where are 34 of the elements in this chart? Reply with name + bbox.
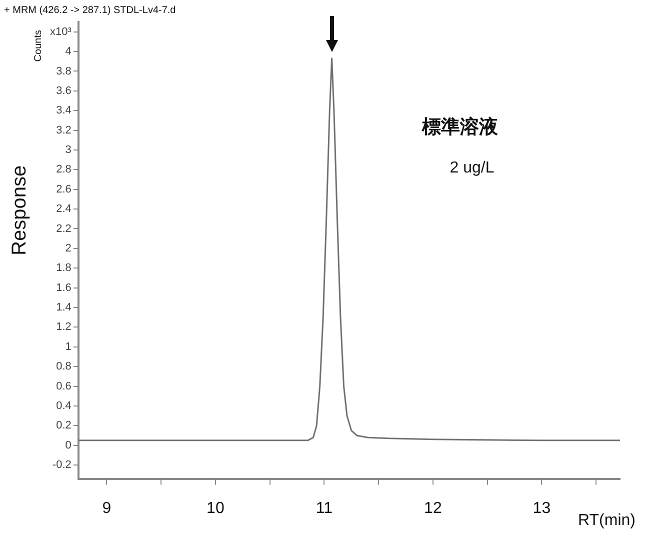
y-tick-label: 1.2 [56,321,72,334]
x-tick-label: 10 [206,500,224,517]
x-axis-title: RT(min) [578,512,636,530]
x-tick-label: 9 [102,500,112,517]
annotation: 標準溶液 [421,116,499,138]
annotation: 2 ug/L [450,159,494,176]
y-tick-label: 1.8 [56,262,72,274]
y-tick-label: 0 [65,439,72,452]
y-tick-label: 0.8 [56,360,72,373]
y-tick-label: 2.8 [56,164,72,176]
y-tick-label: 3.2 [56,124,72,136]
y-tick-label: x10³ [50,26,72,38]
y-tick-label: 0.2 [56,420,72,432]
x-tick-label: 11 [316,500,333,517]
text: Counts [32,30,44,62]
y-tick-label: 4 [65,46,72,58]
y-tick-label: 3.8 [56,65,72,78]
y-tick-label: 2 [65,242,72,254]
y-tick-label: 2.4 [56,203,72,216]
x-tick-label: 13 [532,500,551,517]
y-tick-label: 3 [65,144,72,156]
y-tick-label: 1 [65,340,72,353]
y-tick-label: 3.6 [56,84,72,97]
y-tick-label: 2.2 [56,222,72,235]
y-tick-label: 0.4 [56,400,72,412]
x-tick-label: 12 [424,500,442,517]
y-tick-label: 3.4 [56,104,72,117]
y-tick-label: -0.2 [52,459,72,472]
y-axis-title: Response [8,165,31,256]
chart-title: + MRM (426.2 -> 287.1) STDL-Lv4-7.d [4,4,176,16]
y-tick-label: 1.6 [56,282,72,294]
y-tick-label: 0.6 [56,380,72,392]
y-tick-label: 2.6 [56,183,72,196]
y-tick-label: 1.4 [56,302,72,314]
